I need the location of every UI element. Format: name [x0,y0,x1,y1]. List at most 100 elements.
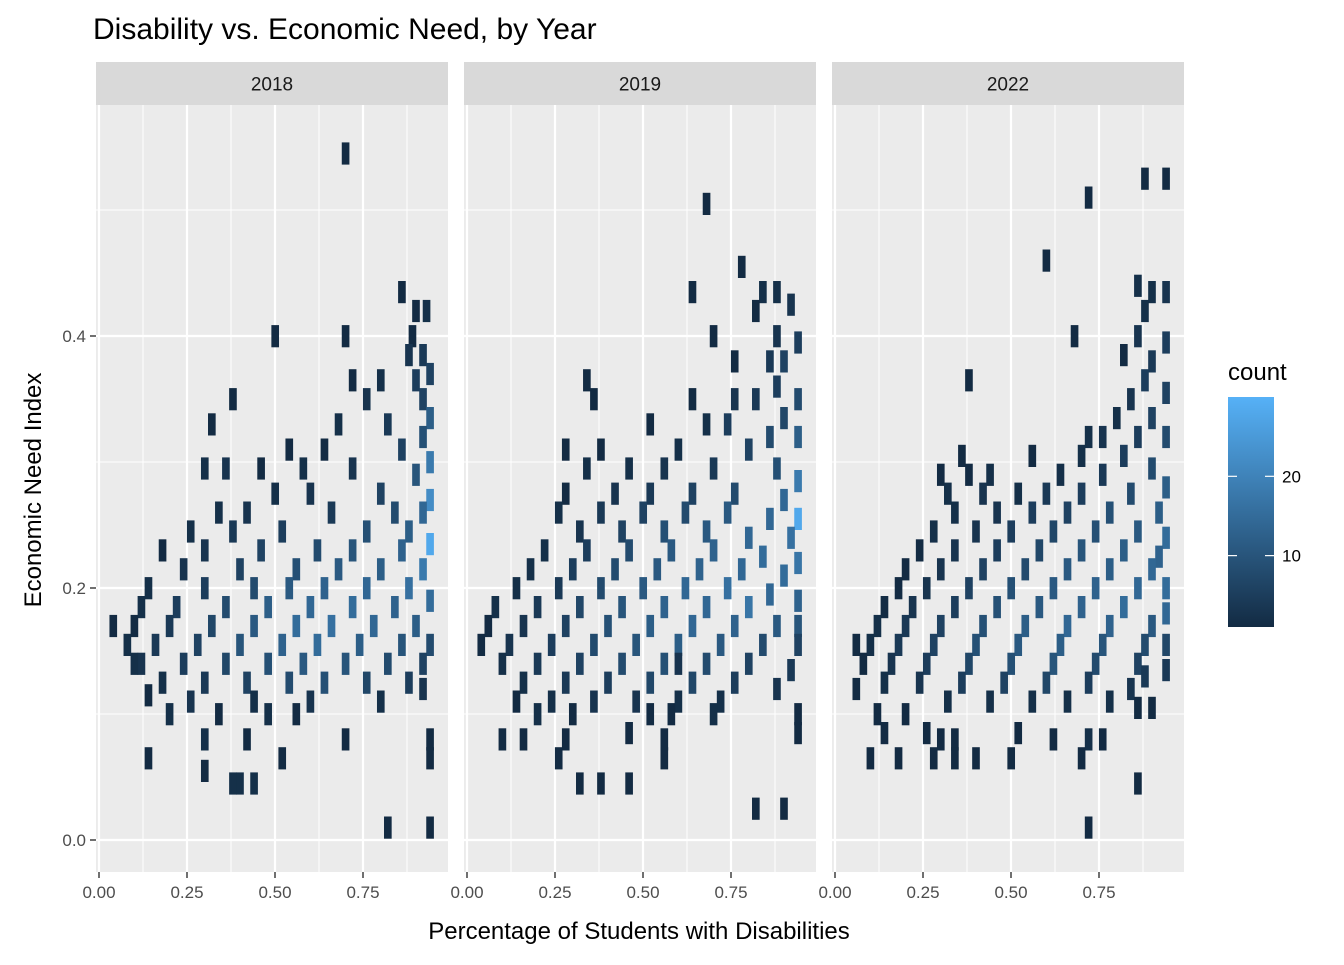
heatmap-bin [186,520,195,543]
heatmap-bin [1148,696,1156,719]
heatmap-bin [773,677,781,701]
heatmap-bin [965,652,973,675]
heatmap-bin [215,703,223,726]
heatmap-bin [1049,728,1058,751]
heatmap-bin [398,281,406,304]
heatmap-bin [873,614,882,638]
heatmap-bin [419,425,427,449]
heatmap-bin [1162,476,1170,499]
heatmap-bin [951,747,959,770]
heatmap-bin [922,722,931,745]
heatmap-bin [130,652,139,675]
heatmap-bin [880,671,889,694]
heatmap-bin [426,451,434,474]
heatmap-bin [1134,696,1142,719]
heatmap-bin [688,671,697,694]
heatmap-bin [1162,526,1170,549]
heatmap-bin [894,747,903,770]
heatmap-bin [702,192,711,215]
heatmap-bin [200,759,209,782]
heatmap-bin [674,690,683,713]
heatmap-bin [1084,425,1093,449]
heatmap-bin [1098,728,1107,751]
heatmap-bin [723,501,732,524]
heatmap-bin [625,457,633,480]
heatmap-bin [186,690,195,713]
heatmap-bin [773,325,781,348]
heatmap-bin [519,728,528,751]
heatmap-bin [419,344,427,367]
y-tick-label: 0.0 [62,831,86,850]
heatmap-bin [292,703,301,726]
heatmap-bin [554,747,563,770]
facet-panels: 2018 0.00 0.25 0.50 0.75 2019 0.00 0.25 0.50 0.75… [62,62,1184,902]
heatmap-bin [625,772,633,795]
heatmap-bin [625,722,633,745]
heatmap-bin [1148,558,1156,581]
heatmap-bin [498,728,507,751]
heatmap-bin [398,539,406,562]
heatmap-bin [151,633,160,656]
heatmap-bin [334,413,343,436]
heatmap-bin [730,388,739,411]
heatmap-bin [1162,577,1170,600]
heatmap-bin [306,596,315,619]
heatmap-bin [1091,577,1100,600]
heatmap-bin [426,488,434,512]
heatmap-bin [419,652,427,675]
heatmap-bin [887,652,896,675]
heatmap-bin [639,577,648,600]
heatmap-bin [1134,520,1142,543]
heatmap-bin [1028,690,1037,713]
heatmap-bin [653,558,662,581]
heatmap-bin [660,747,669,770]
heatmap-bin [179,558,188,581]
heatmap-bin [1134,274,1142,297]
heatmap-bin [137,652,146,675]
heatmap-bin [1049,652,1058,675]
heatmap-bin [243,501,251,524]
heatmap-bin [773,614,781,638]
heatmap-bin [794,703,802,726]
heatmap-bin [794,388,802,411]
heatmap-bin [1148,281,1156,304]
heatmap-bin [1098,633,1107,656]
heatmap-bin [1134,772,1142,795]
heatmap-bin [1007,520,1016,543]
heatmap-bin [859,652,868,675]
heatmap-bin [419,677,427,701]
heatmap-bin [1112,407,1121,430]
heatmap-bin [667,539,676,562]
y-axis-title: Economic Need Index [20,373,47,608]
heatmap-bin [412,463,420,486]
heatmap-bin [376,690,385,713]
heatmap-bin [498,652,507,675]
heatmap-bin [408,325,417,348]
heatmap-bin [929,747,938,770]
heatmap-bin [590,388,598,411]
heatmap-bin [660,457,669,480]
heatmap-bin [965,463,973,486]
heatmap-bin [1127,677,1135,701]
heatmap-bin [681,577,690,600]
heatmap-bin [951,501,959,524]
x-axis-title: Percentage of Students with Disabilities [428,918,850,945]
heatmap-bin [1127,388,1135,411]
facet-strip [464,62,816,105]
heatmap-bin [172,596,181,619]
heatmap-bin [341,325,350,348]
heatmap-bin [554,501,563,524]
heatmap-bin [278,633,287,656]
heatmap-bin [1084,728,1093,751]
heatmap-bin [1063,501,1072,524]
facet-strip-label: 2019 [619,75,661,96]
heatmap-bin [109,614,118,638]
heatmap-bin [144,577,153,600]
heatmap-bin [426,533,434,556]
heatmap-bin [348,457,357,480]
heatmap-bin [426,589,434,612]
heatmap-bin [901,703,910,726]
heatmap-bin [936,463,945,486]
heatmap-bin [894,633,903,656]
heatmap-bin [1155,501,1163,524]
